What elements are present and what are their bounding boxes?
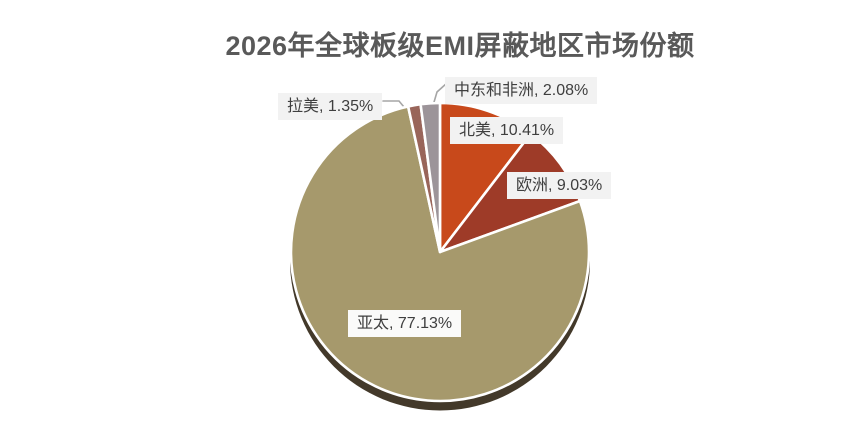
pie-slice-4 — [419, 101, 442, 254]
data-label-middle-east-africa: 中东和非洲, 2.08% — [445, 77, 598, 104]
chart-title: 2026年全球板级EMI屏蔽地区市场份额 — [225, 31, 695, 61]
data-label-asia-pacific: 亚太, 77.13% — [348, 310, 462, 337]
data-label-north-america: 北美, 10.41% — [450, 117, 564, 144]
data-label-latin-america: 拉美, 1.35% — [278, 93, 383, 120]
data-label-europe: 欧洲, 9.03% — [507, 172, 612, 199]
